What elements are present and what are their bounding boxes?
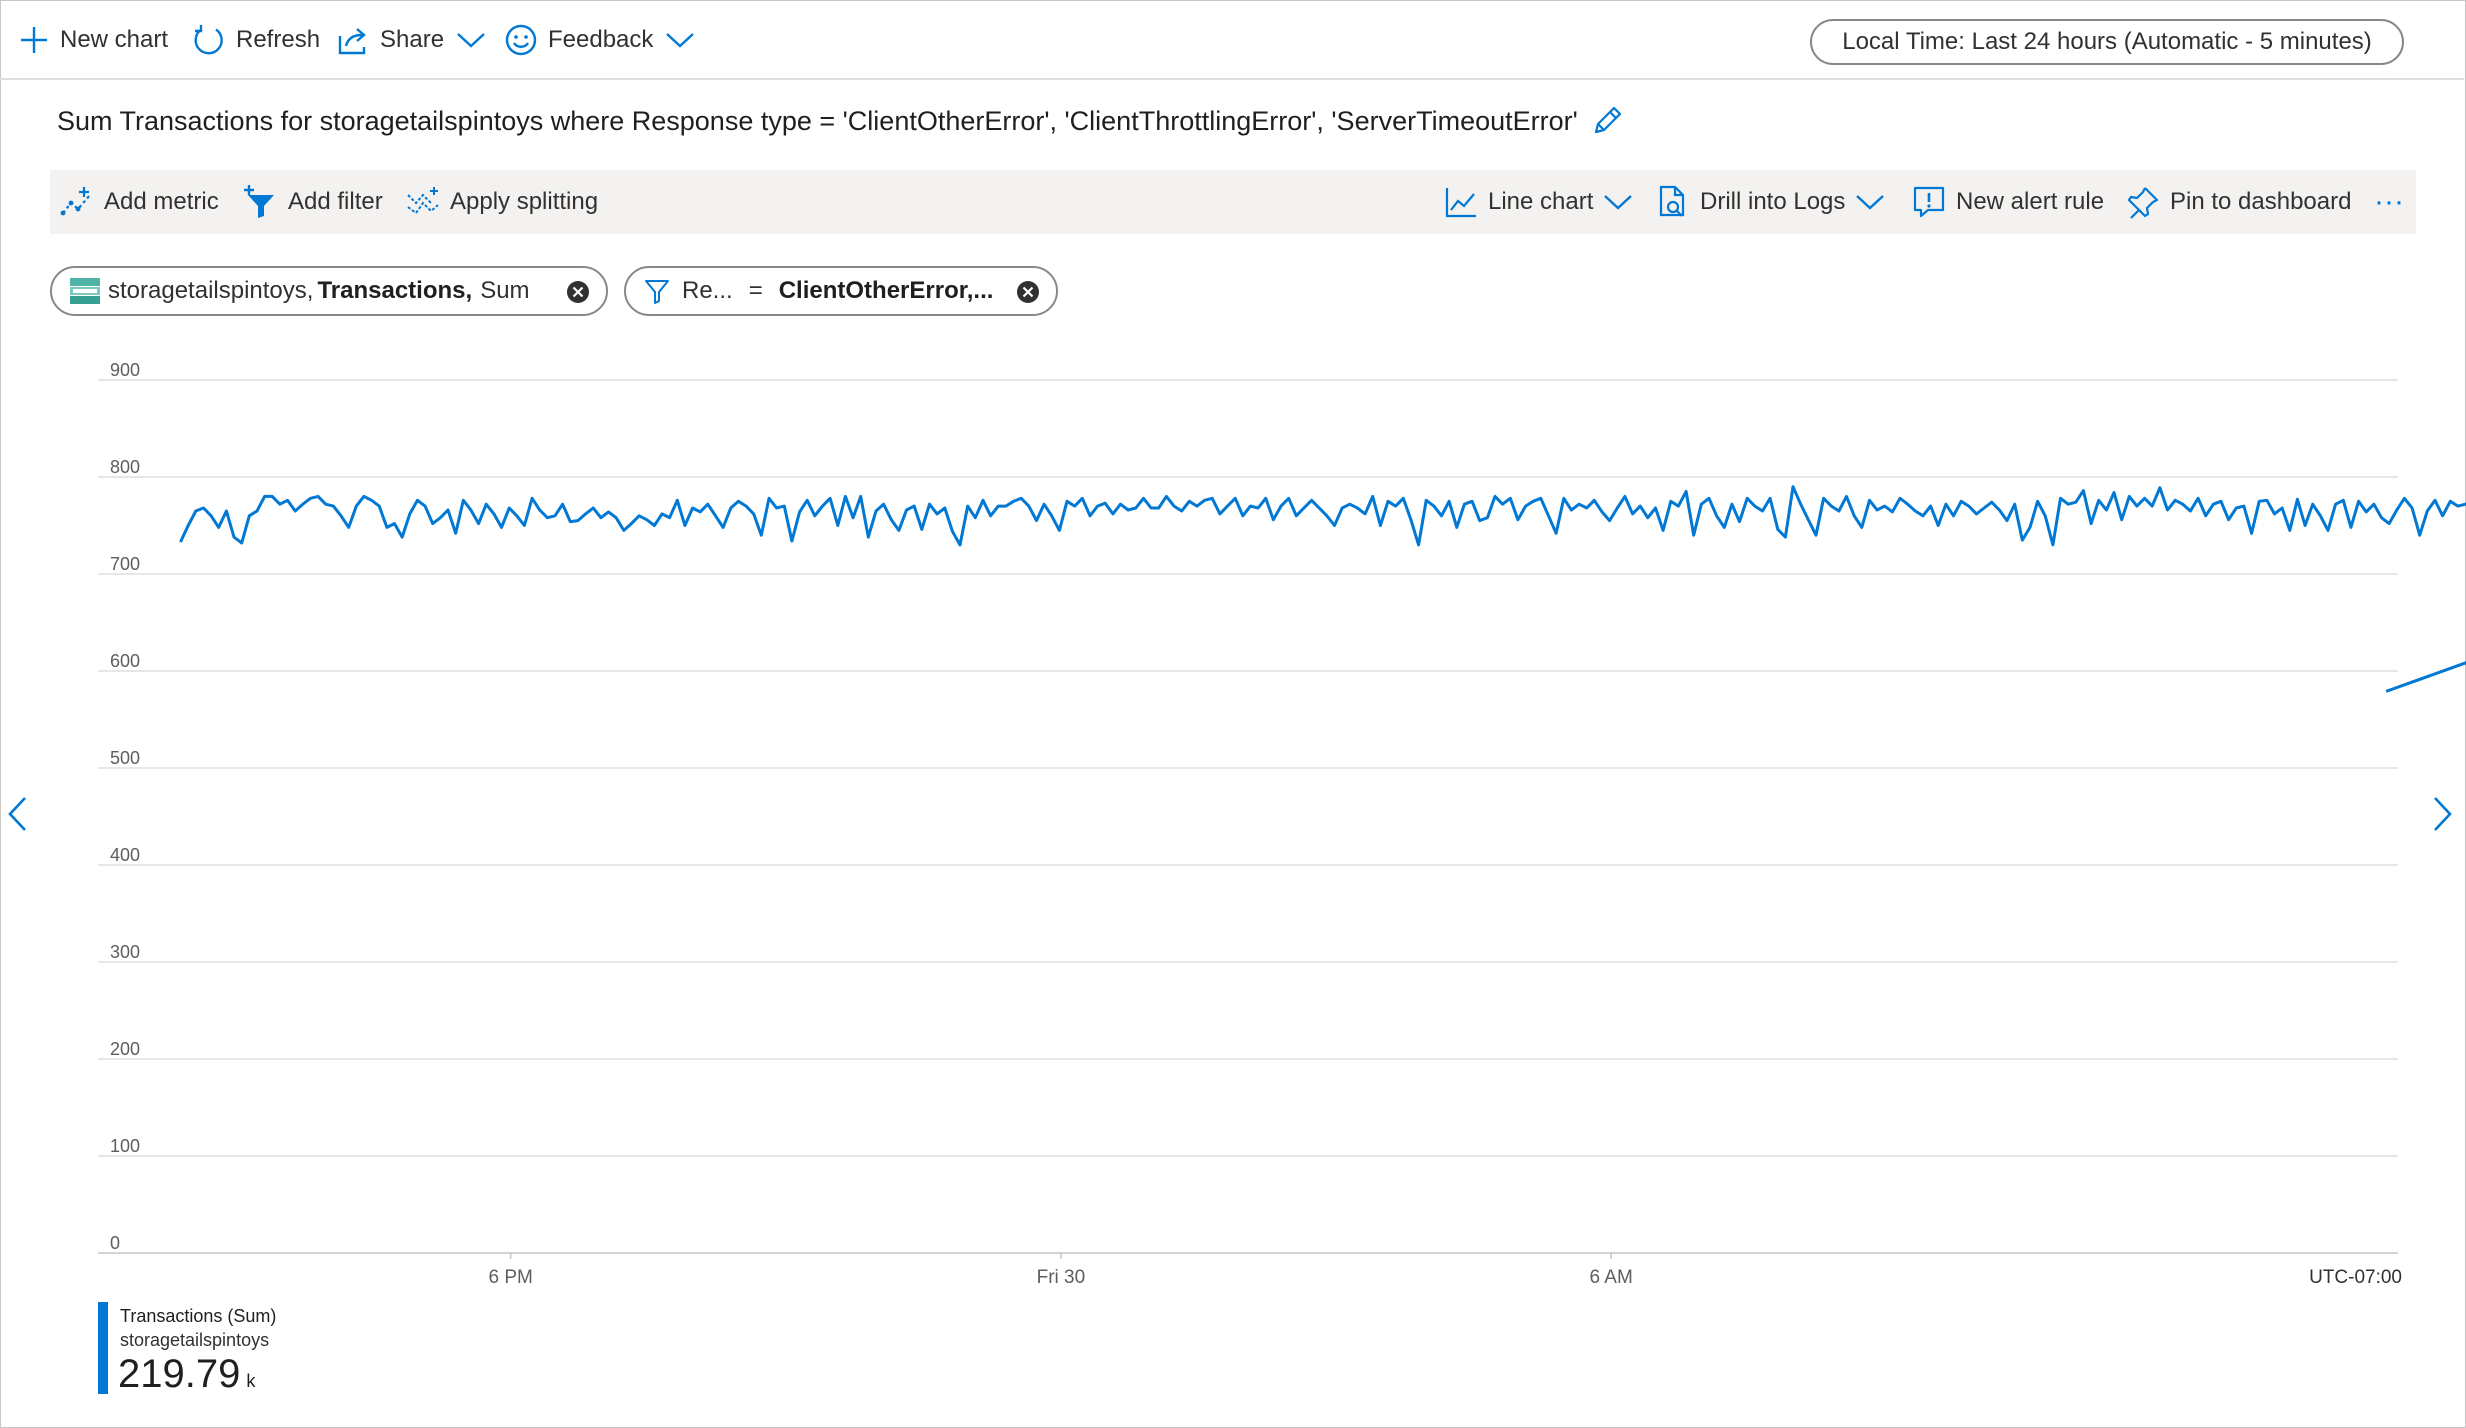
new-alert-rule-button[interactable]: New alert rule [1912, 170, 2104, 234]
line-chart: 900 800 700 600 500 400 300 200 100 0 6 PM Fri 30 6… [98, 360, 2466, 1288]
chevron-down-icon [1604, 195, 1633, 210]
alert-icon [1913, 186, 1945, 218]
add-metric-label: Add metric [104, 188, 219, 215]
metric-resource: storagetailspintoys, [108, 277, 314, 304]
share-icon [338, 28, 366, 55]
y-tick-label: 100 [110, 1136, 140, 1156]
refresh-icon [194, 25, 223, 55]
refresh-label: Refresh [236, 26, 321, 53]
apply-splitting-label: Apply splitting [450, 188, 599, 215]
add-metric-icon [60, 187, 91, 216]
y-tick-label: 0 [110, 1233, 120, 1253]
time-range-picker[interactable]: Local Time: Last 24 hours (Automatic - 5… [1810, 19, 2404, 65]
line-chart-button[interactable]: Line chart [1444, 170, 1633, 234]
feedback-label: Feedback [548, 26, 654, 53]
y-tick-label: 700 [110, 554, 140, 574]
x-tick-label: 6 PM [488, 1267, 532, 1288]
add-metric-button[interactable]: Add metric [60, 170, 219, 234]
new-chart-label: New chart [60, 26, 169, 53]
chart-toolbar: Add metric Add filter Apply splitting Li… [50, 170, 2416, 234]
more-options-button[interactable]: ··· [2374, 170, 2404, 234]
y-tick-label: 900 [110, 360, 140, 380]
remove-metric-icon[interactable] [566, 280, 590, 304]
splitting-icon [407, 187, 439, 215]
x-tick-label: Fri 30 [1037, 1267, 1086, 1288]
drill-into-logs-button[interactable]: Drill into Logs [1656, 170, 1885, 234]
legend-series-name: Transactions (Sum) [120, 1306, 277, 1326]
y-tick-label: 300 [110, 942, 140, 962]
smiley-icon [505, 24, 537, 56]
new-alert-rule-label: New alert rule [1956, 188, 2105, 215]
remove-filter-icon[interactable] [1016, 280, 1040, 304]
chevron-down-icon [666, 33, 695, 48]
y-tick-label: 600 [110, 651, 140, 671]
line-chart-label: Line chart [1488, 188, 1594, 215]
plus-icon [21, 27, 47, 53]
pencil-icon[interactable] [1590, 104, 1624, 138]
pin-icon [2127, 187, 2159, 219]
share-button[interactable]: Share [336, 18, 486, 62]
chart-title: Sum Transactions for storagetailspintoys… [57, 104, 1624, 138]
logs-icon [1659, 185, 1685, 217]
line-chart-icon [1445, 188, 1476, 218]
chevron-right-icon[interactable] [2430, 796, 2454, 832]
series-line-transactions[interactable] [179, 485, 2466, 693]
add-filter-label: Add filter [288, 188, 383, 215]
chevron-down-icon [1856, 195, 1885, 210]
chevron-left-icon[interactable] [6, 796, 30, 832]
x-tick-label: 6 AM [1590, 1267, 1633, 1288]
apply-splitting-button[interactable]: Apply splitting [406, 170, 598, 234]
legend-color-bar [98, 1302, 108, 1394]
add-filter-button[interactable]: Add filter [242, 170, 383, 234]
legend-total-value: 219.79 [118, 1352, 241, 1396]
filter-pill[interactable]: Re... = ClientOtherError,... [624, 266, 1058, 316]
pin-to-dashboard-button[interactable]: Pin to dashboard [2126, 170, 2351, 234]
legend-total-unit: k [246, 1371, 256, 1391]
filter-property: Re... [682, 277, 733, 304]
y-tick-label: 200 [110, 1039, 140, 1059]
share-label: Share [380, 26, 445, 53]
more-icon: ··· [2374, 185, 2404, 218]
time-range-label: Local Time: Last 24 hours (Automatic - 5… [1842, 28, 2372, 55]
filter-value: ClientOtherError,... [778, 277, 994, 304]
metric-pill[interactable]: storagetailspintoys, Transactions, Sum [50, 266, 608, 316]
metric-aggregation: Sum [480, 277, 530, 304]
y-tick-label: 800 [110, 457, 140, 477]
add-filter-icon [244, 185, 274, 218]
filter-operator: = [748, 277, 763, 304]
top-toolbar: New chart Refresh Share Feedback Local T… [0, 0, 2464, 80]
metric-name: Transactions, [317, 277, 473, 304]
chart-title-text: Sum Transactions for storagetailspintoys… [57, 105, 1578, 136]
legend-total: 219.79 k [118, 1352, 255, 1397]
drill-into-logs-label: Drill into Logs [1700, 188, 1846, 215]
y-tick-label: 400 [110, 845, 140, 865]
legend-resource: storagetailspintoys [120, 1330, 270, 1350]
new-chart-button[interactable]: New chart [18, 18, 168, 62]
timezone-label: UTC-07:00 [2309, 1267, 2402, 1288]
feedback-button[interactable]: Feedback [504, 18, 695, 62]
pin-to-dashboard-label: Pin to dashboard [2170, 188, 2352, 215]
chevron-down-icon [457, 33, 485, 48]
refresh-button[interactable]: Refresh [192, 18, 320, 62]
filter-icon [645, 280, 669, 304]
storage-account-icon [70, 278, 100, 304]
y-tick-label: 500 [110, 748, 140, 768]
